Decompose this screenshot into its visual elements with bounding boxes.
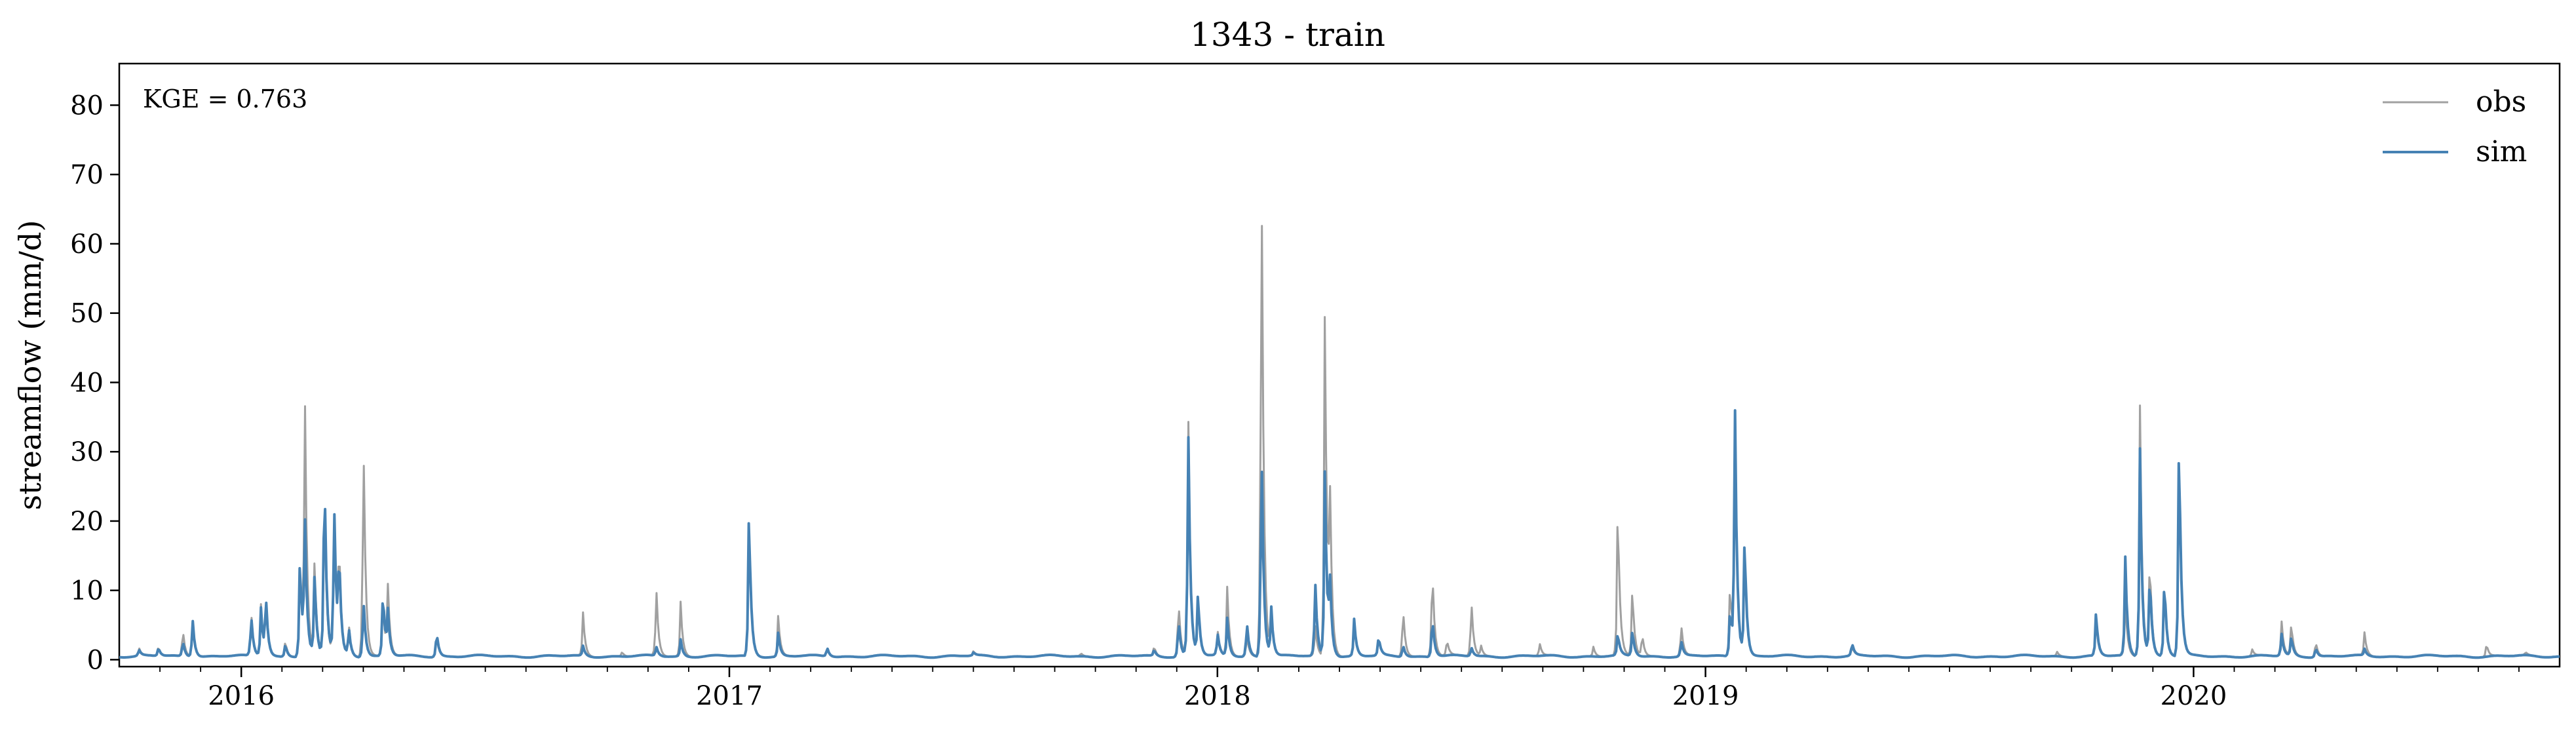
series-lines bbox=[119, 225, 2560, 659]
x-tick-label: 2019 bbox=[1672, 681, 1739, 711]
plot-frame bbox=[118, 62, 2561, 668]
x-tick-label: 2018 bbox=[1184, 681, 1251, 711]
x-tick-label: 2020 bbox=[2161, 681, 2227, 711]
y-tick-label: 70 bbox=[70, 160, 104, 190]
y-tick-label: 40 bbox=[70, 368, 104, 398]
series-line-obs bbox=[119, 225, 2560, 659]
legend-label-obs: obs bbox=[2476, 85, 2526, 119]
y-axis: 0 10 20 30 40 50 60 70 80 bbox=[70, 90, 119, 675]
x-axis: 2016 2017 2018 2019 2020 bbox=[159, 667, 2520, 711]
y-tick-label: 0 bbox=[87, 645, 104, 675]
x-tick-label: 2017 bbox=[696, 681, 763, 711]
kge-annotation: KGE = 0.763 bbox=[143, 85, 307, 113]
y-tick-label: 10 bbox=[70, 576, 104, 606]
legend: obs sim bbox=[2383, 85, 2527, 168]
y-tick-label: 20 bbox=[70, 507, 104, 537]
y-axis-label: streamflow (mm/d) bbox=[12, 220, 48, 511]
y-tick-label: 50 bbox=[70, 299, 104, 329]
x-tick-label: 2016 bbox=[208, 681, 275, 711]
y-tick-label: 60 bbox=[70, 229, 104, 260]
legend-label-sim: sim bbox=[2476, 135, 2527, 168]
y-tick-label: 80 bbox=[70, 90, 104, 121]
series-line-sim bbox=[119, 409, 2560, 659]
chart-title: 1343 - train bbox=[1190, 16, 1385, 54]
plot-area: 0 10 20 30 40 50 60 70 80 2016 2017 2018 2019 2020 bbox=[70, 62, 2561, 711]
y-tick-label: 30 bbox=[70, 437, 104, 467]
